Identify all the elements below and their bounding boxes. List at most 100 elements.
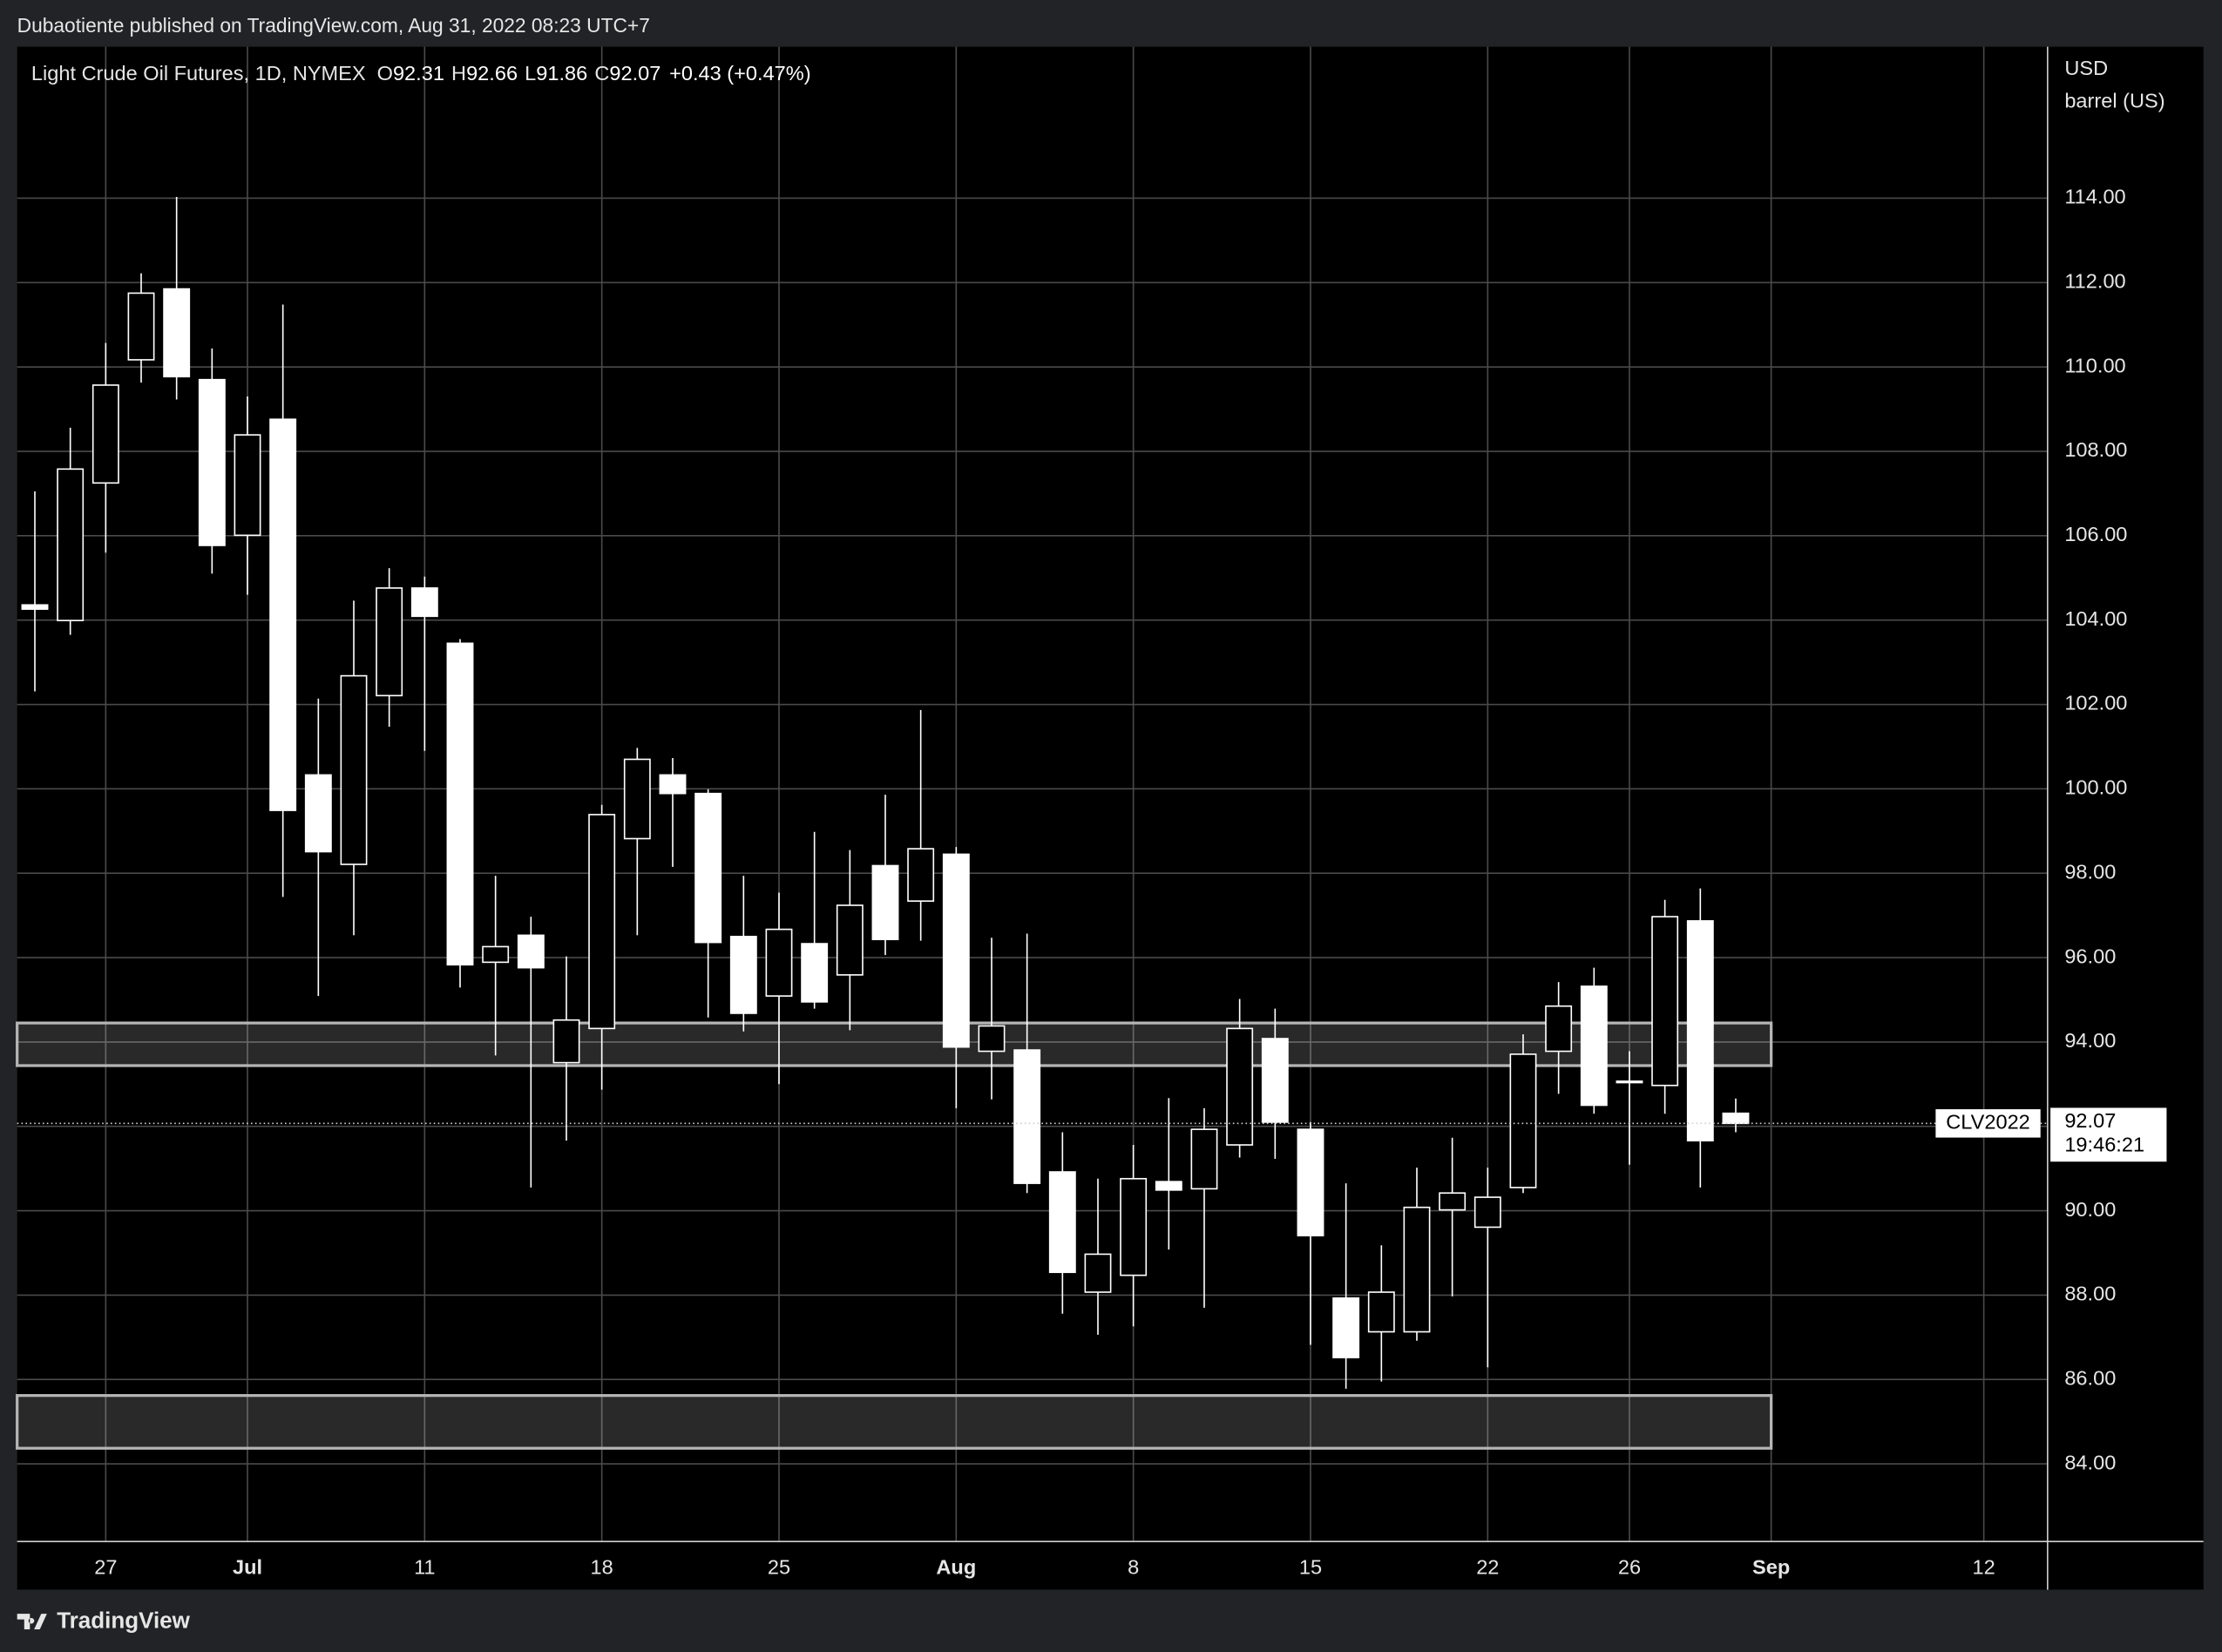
chart-panel — [17, 46, 2204, 1590]
candle-body — [57, 468, 85, 621]
y-tick-label: 106.00 — [2064, 523, 2127, 545]
y-tick-label: 102.00 — [2064, 692, 2127, 714]
legend-part: H — [451, 62, 466, 85]
x-tick-label: 11 — [414, 1555, 435, 1578]
candle-body — [163, 288, 191, 378]
zone — [16, 1394, 1773, 1450]
candle-body — [1580, 985, 1608, 1107]
y-tick-label: 86.00 — [2064, 1366, 2116, 1389]
x-tick-label: 8 — [1128, 1555, 1139, 1578]
candle-body — [907, 848, 935, 902]
candle-body — [978, 1025, 1006, 1053]
y-tick-label: 114.00 — [2064, 186, 2125, 208]
publish-info: Dubaotiente published on TradingView.com… — [17, 14, 650, 37]
x-tick-label: 27 — [94, 1555, 117, 1578]
x-tick-label: 25 — [768, 1555, 790, 1578]
x-tick-label: 26 — [1618, 1555, 1641, 1578]
legend-part: C — [594, 62, 609, 85]
brand-logo — [17, 1614, 47, 1629]
candle-body — [765, 928, 793, 997]
candle-body — [127, 292, 155, 361]
candle-body — [1509, 1053, 1537, 1188]
candle-body — [1332, 1297, 1360, 1358]
candle-body — [1297, 1128, 1324, 1236]
candle-body — [1261, 1038, 1289, 1123]
candle-body — [234, 434, 261, 537]
candle-body — [1367, 1291, 1395, 1333]
candle-body — [376, 587, 403, 697]
legend-part: O — [377, 62, 393, 85]
y-tick-label: 112.00 — [2064, 270, 2125, 293]
legend-part: 92.66 — [466, 62, 518, 85]
zone — [16, 1021, 1773, 1067]
candle-body — [1155, 1181, 1182, 1191]
candle-body — [659, 774, 687, 795]
candle-body — [304, 774, 332, 853]
candle-body — [1403, 1206, 1431, 1333]
currency: USD — [2064, 57, 2108, 79]
x-tick-label: 12 — [1973, 1555, 1995, 1578]
y-tick-label: 90.00 — [2064, 1198, 2116, 1221]
candle-body — [517, 934, 545, 969]
candle-body — [552, 1019, 580, 1064]
candle-body — [1686, 920, 1714, 1141]
legend-part: 92.31 — [393, 62, 444, 85]
legend-part: Light Crude Oil Futures, 1D, NYMEX — [31, 62, 366, 85]
countdown: 19:46:21 — [2064, 1134, 2144, 1156]
candle-body — [1084, 1253, 1112, 1293]
symbol-label: CLV2022 — [1946, 1111, 2030, 1134]
x-tick-label: Aug — [936, 1555, 976, 1578]
candle-body — [623, 758, 651, 840]
y-tick-label: 108.00 — [2064, 438, 2127, 461]
y-tick-label: 84.00 — [2064, 1451, 2116, 1473]
candle-body — [91, 384, 119, 484]
price-box — [2050, 1107, 2167, 1162]
candle-body — [1545, 1005, 1573, 1053]
y-tick-label: 94.00 — [2064, 1029, 2116, 1052]
candle-body — [21, 604, 49, 610]
candle-body — [588, 814, 616, 1030]
price-label: 92.07 — [2064, 1109, 2116, 1132]
candle-body — [871, 864, 899, 941]
candle-body — [1190, 1128, 1218, 1190]
legend: Light Crude Oil Futures, 1D, NYMEX O92.31… — [31, 62, 811, 85]
x-tick-label: 22 — [1476, 1555, 1499, 1578]
candle-body — [198, 378, 226, 546]
candle-body — [1651, 916, 1679, 1087]
candle-body — [1439, 1192, 1467, 1211]
y-tick-label: 110.00 — [2064, 354, 2125, 376]
candle-body — [410, 587, 438, 618]
symbol-box — [1935, 1109, 2041, 1138]
candle-body — [446, 642, 474, 966]
candle-body — [942, 853, 970, 1048]
x-tick-label: 15 — [1299, 1555, 1322, 1578]
candle-body — [1722, 1112, 1750, 1125]
candle-body — [836, 904, 864, 976]
candle-body — [1616, 1080, 1643, 1084]
candle-body — [1473, 1196, 1501, 1229]
candle-body — [482, 945, 510, 964]
x-tick-label: Sep — [1752, 1555, 1790, 1578]
candle-body — [1120, 1177, 1148, 1276]
y-tick-label: 98.00 — [2064, 860, 2116, 883]
candle-body — [1226, 1027, 1254, 1146]
candle-body — [801, 943, 829, 1003]
legend-part: 92.07 — [609, 62, 661, 85]
legend-part: L — [525, 62, 536, 85]
legend-part: +0.43 (+0.47%) — [669, 62, 810, 85]
candle-body — [340, 674, 368, 865]
x-tick-label: Jul — [233, 1555, 262, 1578]
unit: barrel (US) — [2064, 89, 2164, 112]
candle-body — [729, 936, 757, 1014]
plot: 84.0086.0088.0090.0092.0094.0096.0098.00… — [16, 46, 2167, 1578]
legend-part: 91.86 — [536, 62, 587, 85]
brand-name: TradingView — [57, 1608, 190, 1634]
candle-body — [1048, 1171, 1076, 1274]
y-tick-label: 88.00 — [2064, 1283, 2116, 1305]
candle-body — [269, 418, 297, 811]
candle-body — [694, 792, 722, 944]
y-tick-label: 96.00 — [2064, 944, 2116, 967]
candle-body — [1013, 1049, 1041, 1184]
x-tick-label: 18 — [591, 1555, 613, 1578]
